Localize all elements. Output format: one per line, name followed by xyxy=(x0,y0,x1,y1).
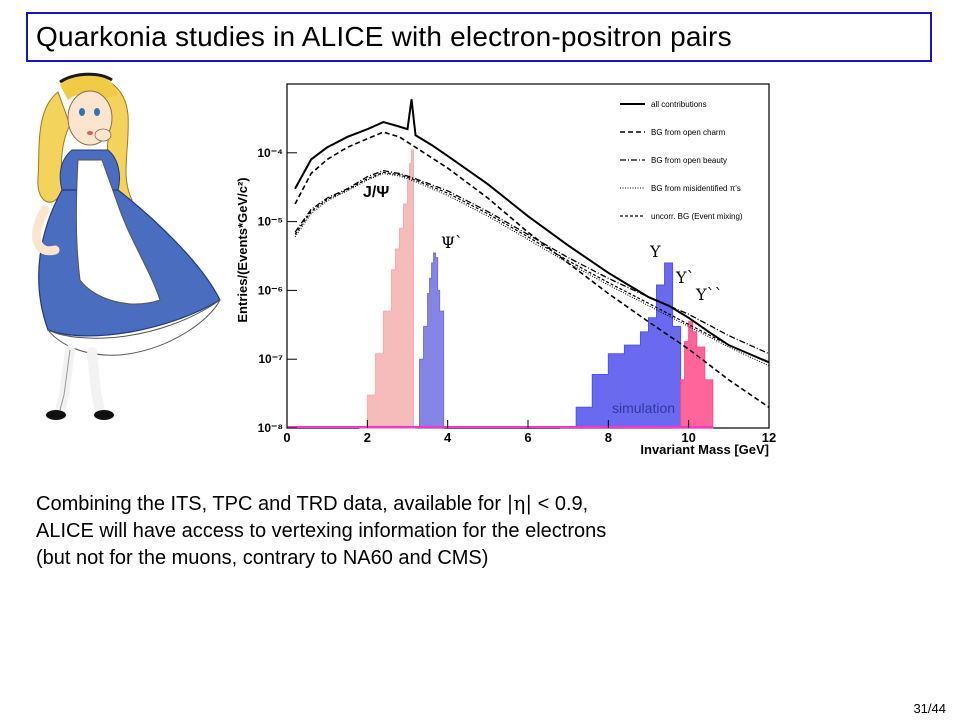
chart-annotation: Ψ` xyxy=(441,233,463,252)
chart-annotations: J/Ψ Ψ` Υ Υ`Υ`` simulation xyxy=(363,184,723,416)
legend-label: BG from open charm xyxy=(651,128,726,137)
peak-1 xyxy=(415,252,445,429)
x-tick-label: 4 xyxy=(444,430,452,445)
y-tick-label: 10⁻⁸ xyxy=(258,421,283,435)
alice-cartoon-illustration xyxy=(32,72,221,420)
series-line-4 xyxy=(294,171,770,363)
body-line-2: ALICE will have access to vertexing info… xyxy=(36,520,607,542)
chart-annotation: Υ` xyxy=(675,268,695,287)
x-tick-label: 10 xyxy=(681,430,695,445)
y-tick-label: 10⁻⁴ xyxy=(257,146,283,160)
legend-label: BG from open beauty xyxy=(651,156,727,165)
legend-label: all contributions xyxy=(651,100,707,109)
y-tick-label: 10⁻⁵ xyxy=(258,215,283,229)
series-line-0 xyxy=(294,99,770,364)
chart-legend: all contributions BG from open charm BG fr… xyxy=(620,100,743,221)
slide-title-box: Quarkonia studies in ALICE with electron… xyxy=(26,12,932,62)
chart-annotation: J/Ψ xyxy=(363,184,389,201)
y-tick-label: 10⁻⁷ xyxy=(258,352,283,366)
y-tick-label: 10⁻⁶ xyxy=(258,283,283,297)
page-number: 31/44 xyxy=(913,701,946,716)
legend-label: BG from misidentified π's xyxy=(651,184,741,193)
peak-0 xyxy=(359,149,416,429)
peak-histograms xyxy=(287,149,714,429)
series-line-1 xyxy=(294,131,770,408)
y-axis-label: Entries/(Events*GeV/c²) xyxy=(235,177,250,322)
x-tick-label: 2 xyxy=(364,430,371,445)
body-line-1: Combining the ITS, TPC and TRD data, ava… xyxy=(36,491,589,515)
x-axis-label: Invariant Mass [GeV] xyxy=(640,442,769,457)
body-line-3: (but not for the muons, contrary to NA60… xyxy=(36,547,489,569)
x-tick-label: 0 xyxy=(283,430,290,445)
x-tick-label: 8 xyxy=(605,430,612,445)
x-tick-label: 12 xyxy=(762,430,776,445)
chart-area: 0 2 4 6 8 10 12 10⁻⁸ 10⁻⁷ 10⁻⁶ 10⁻⁵ 10⁻⁴ all contri… xyxy=(235,83,776,457)
series-line-2 xyxy=(294,169,770,355)
chart-annotation: simulation xyxy=(612,400,675,416)
x-tick-label: 6 xyxy=(524,430,531,445)
slide-title: Quarkonia studies in ALICE with electron… xyxy=(36,21,732,52)
eta-symbol: |η| xyxy=(506,491,533,515)
axis-ticks: 0 2 4 6 8 10 12 10⁻⁸ 10⁻⁷ 10⁻⁶ 10⁻⁵ 10⁻⁴ xyxy=(257,146,776,445)
peak-2 xyxy=(560,262,682,429)
chart-annotation: Υ xyxy=(649,242,661,261)
body-text: Combining the ITS, TPC and TRD data, ava… xyxy=(36,490,736,572)
legend-label: uncorr. BG (Event mixing) xyxy=(651,212,743,221)
chart-annotation: Υ`` xyxy=(695,285,723,304)
series-lines xyxy=(294,99,770,408)
